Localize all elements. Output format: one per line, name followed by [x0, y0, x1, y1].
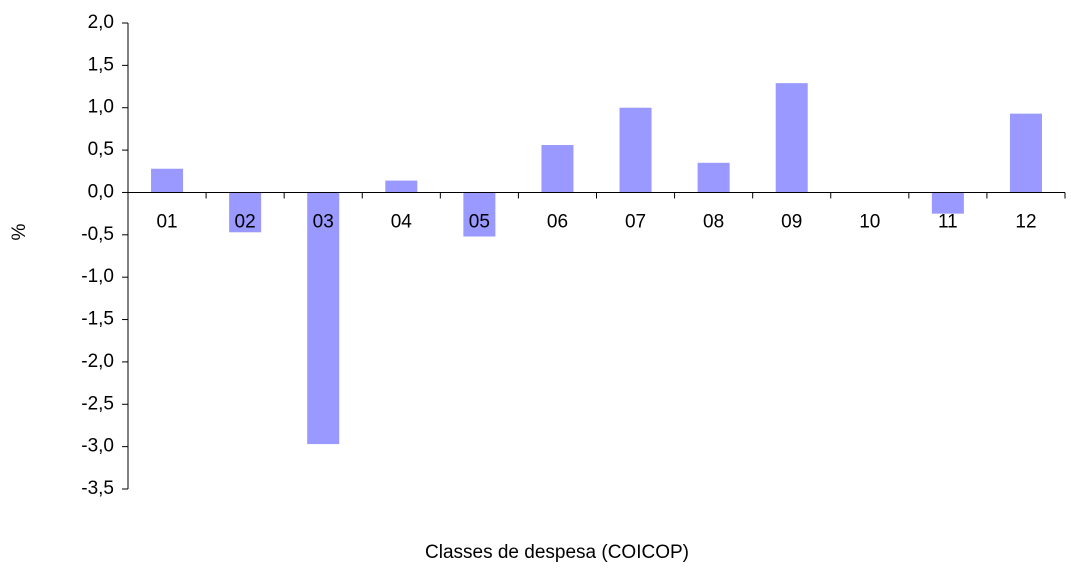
y-tick-label: 2,0 — [88, 12, 114, 33]
y-tick-label: -1,5 — [81, 309, 114, 330]
x-tick-label: 03 — [313, 211, 334, 232]
bar — [229, 192, 262, 233]
x-tick-label: 10 — [859, 211, 880, 232]
bar — [541, 145, 574, 193]
bar — [463, 192, 496, 237]
y-tick-label: -0,5 — [81, 224, 114, 245]
y-tick-label: 1,5 — [88, 54, 114, 75]
x-tick-label: 12 — [1015, 211, 1036, 232]
x-tick-label: 05 — [469, 211, 490, 232]
x-tick-label: 07 — [625, 211, 646, 232]
bar — [1009, 113, 1042, 193]
x-axis-title: Classes de despesa (COICOP) — [425, 542, 689, 563]
x-tick-label: 08 — [703, 211, 724, 232]
y-tick-label: -2,5 — [81, 393, 114, 414]
y-tick-label: -3,0 — [81, 436, 114, 457]
x-tick-label: 11 — [938, 211, 958, 232]
x-tick-label: 02 — [235, 211, 256, 232]
bar — [385, 180, 418, 193]
bar — [307, 192, 340, 445]
y-tick-label: 1,0 — [88, 97, 114, 118]
bar — [151, 168, 184, 193]
y-tick-label: 0,5 — [88, 139, 114, 160]
x-tick-label: 09 — [781, 211, 802, 232]
x-tick-label: 06 — [547, 211, 568, 232]
y-axis-title: % — [9, 223, 30, 240]
bar — [619, 107, 652, 193]
y-tick-label: -1,0 — [81, 266, 114, 287]
x-tick-label: 01 — [156, 211, 177, 232]
y-tick-label: -2,0 — [81, 351, 114, 372]
bar — [775, 83, 808, 193]
bar — [697, 162, 730, 193]
x-tick-label: 04 — [391, 211, 413, 232]
bar — [931, 192, 964, 214]
y-tick-label: 0,0 — [88, 181, 114, 202]
y-tick-label: -3,5 — [81, 478, 114, 499]
